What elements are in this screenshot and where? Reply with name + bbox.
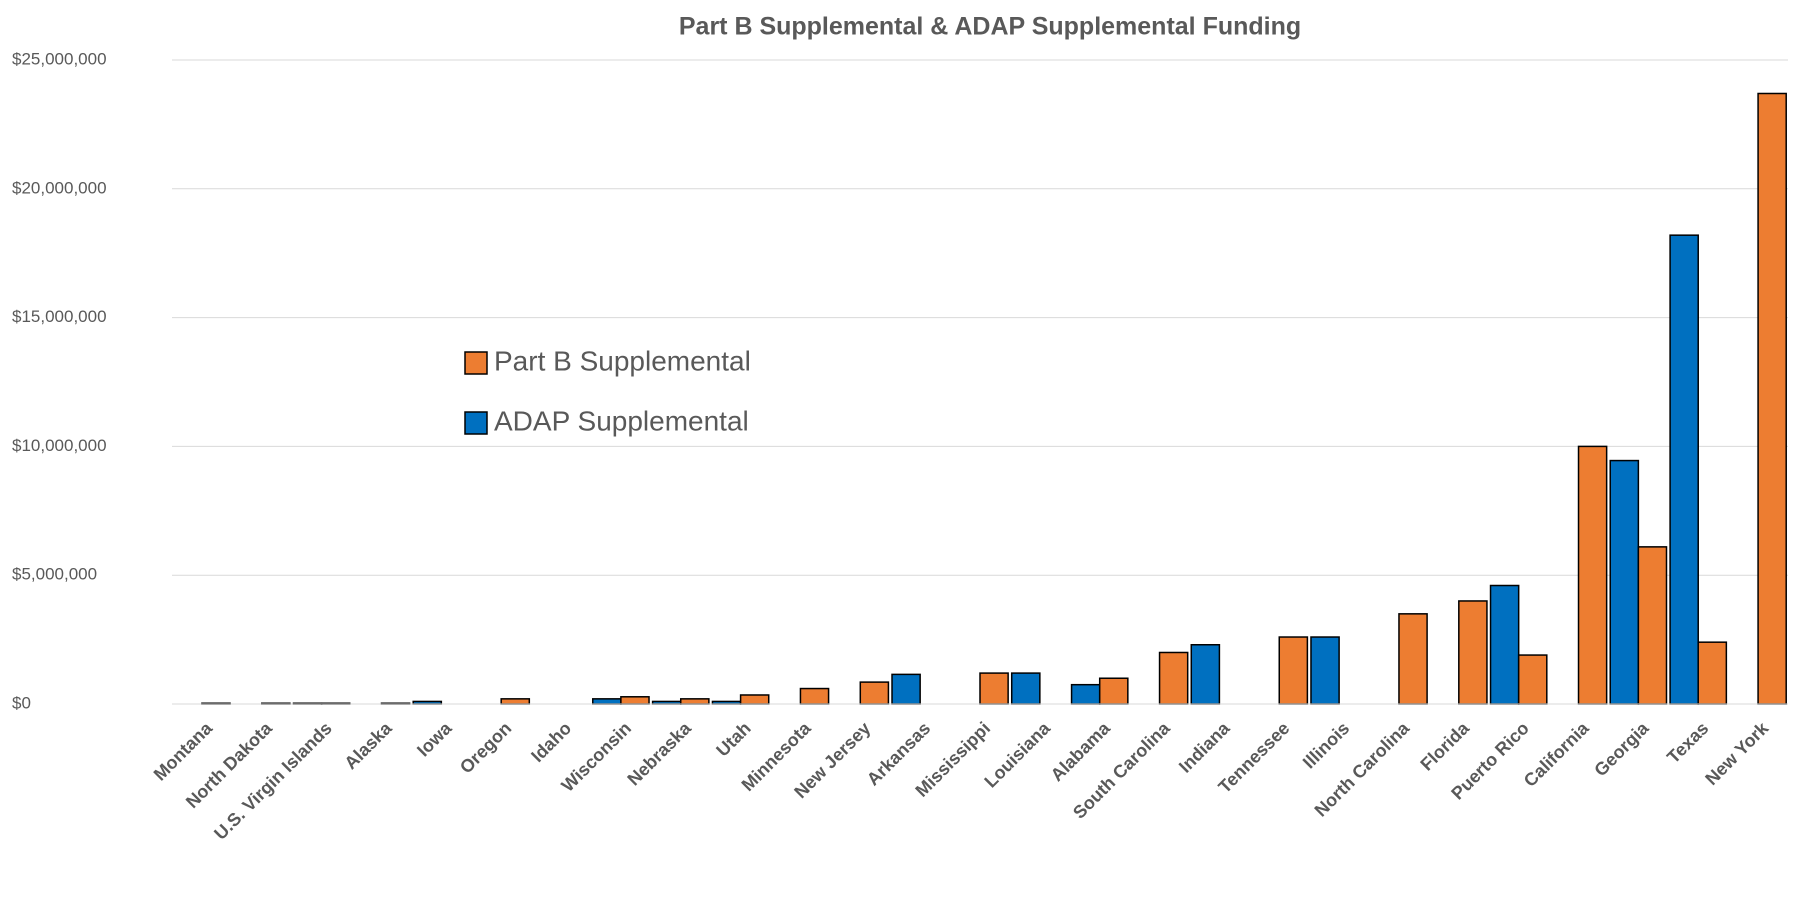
x-tick-label: Idaho bbox=[527, 718, 575, 766]
chart-title: Part B Supplemental & ADAP Supplemental … bbox=[679, 13, 1301, 41]
bar bbox=[1757, 92, 1787, 705]
x-tick-label: U.S. Virgin Islands bbox=[210, 718, 336, 844]
bar bbox=[979, 672, 1009, 705]
bar bbox=[1398, 613, 1428, 705]
x-tick-label: Illinois bbox=[1299, 718, 1353, 772]
x-tick-label: California bbox=[1520, 717, 1594, 791]
bar bbox=[739, 694, 770, 705]
y-tick-label: $20,000,000 bbox=[12, 178, 107, 197]
bar bbox=[1458, 600, 1488, 705]
bar bbox=[1070, 683, 1101, 705]
x-tick-label: Alaska bbox=[340, 717, 396, 773]
bar bbox=[1637, 546, 1668, 705]
bar bbox=[679, 698, 710, 705]
bar bbox=[859, 681, 890, 705]
y-tick-label: $25,000,000 bbox=[12, 49, 107, 68]
bar bbox=[1669, 234, 1699, 705]
bar bbox=[1310, 636, 1340, 705]
bar bbox=[1609, 459, 1640, 705]
bar bbox=[1577, 445, 1608, 705]
bar bbox=[1517, 654, 1548, 705]
bar bbox=[1098, 677, 1129, 705]
bar bbox=[592, 698, 622, 705]
y-tick-label: $0 bbox=[12, 693, 31, 712]
y-tick-label: $5,000,000 bbox=[12, 565, 97, 584]
bar bbox=[1010, 672, 1041, 705]
x-tick-label: Texas bbox=[1663, 718, 1712, 767]
legend-label: Part B Supplemental bbox=[494, 345, 751, 376]
legend-swatch bbox=[464, 411, 488, 435]
bar bbox=[1158, 651, 1189, 705]
bar bbox=[500, 698, 531, 705]
x-tick-label: Nebraska bbox=[623, 717, 695, 789]
bar bbox=[1697, 641, 1728, 705]
y-tick-label: $15,000,000 bbox=[12, 307, 107, 326]
y-tick-label: $10,000,000 bbox=[12, 436, 107, 455]
x-tick-label: Georgia bbox=[1590, 717, 1653, 780]
bar bbox=[1489, 584, 1520, 705]
x-tick-label: Indiana bbox=[1175, 717, 1234, 776]
bar bbox=[620, 696, 650, 705]
x-tick-label: Oregon bbox=[456, 718, 515, 777]
bar bbox=[891, 673, 921, 705]
x-tick-label: Florida bbox=[1416, 717, 1473, 774]
legend-swatch bbox=[464, 351, 488, 375]
x-tick-label: Iowa bbox=[413, 717, 456, 760]
bar bbox=[799, 687, 830, 705]
legend-label: ADAP Supplemental bbox=[494, 405, 749, 436]
bar bbox=[1190, 644, 1221, 705]
x-tick-label: Utah bbox=[712, 718, 754, 760]
x-tick-label: Louisiana bbox=[980, 717, 1054, 791]
x-tick-label: New York bbox=[1701, 717, 1773, 789]
bar bbox=[1278, 636, 1309, 705]
